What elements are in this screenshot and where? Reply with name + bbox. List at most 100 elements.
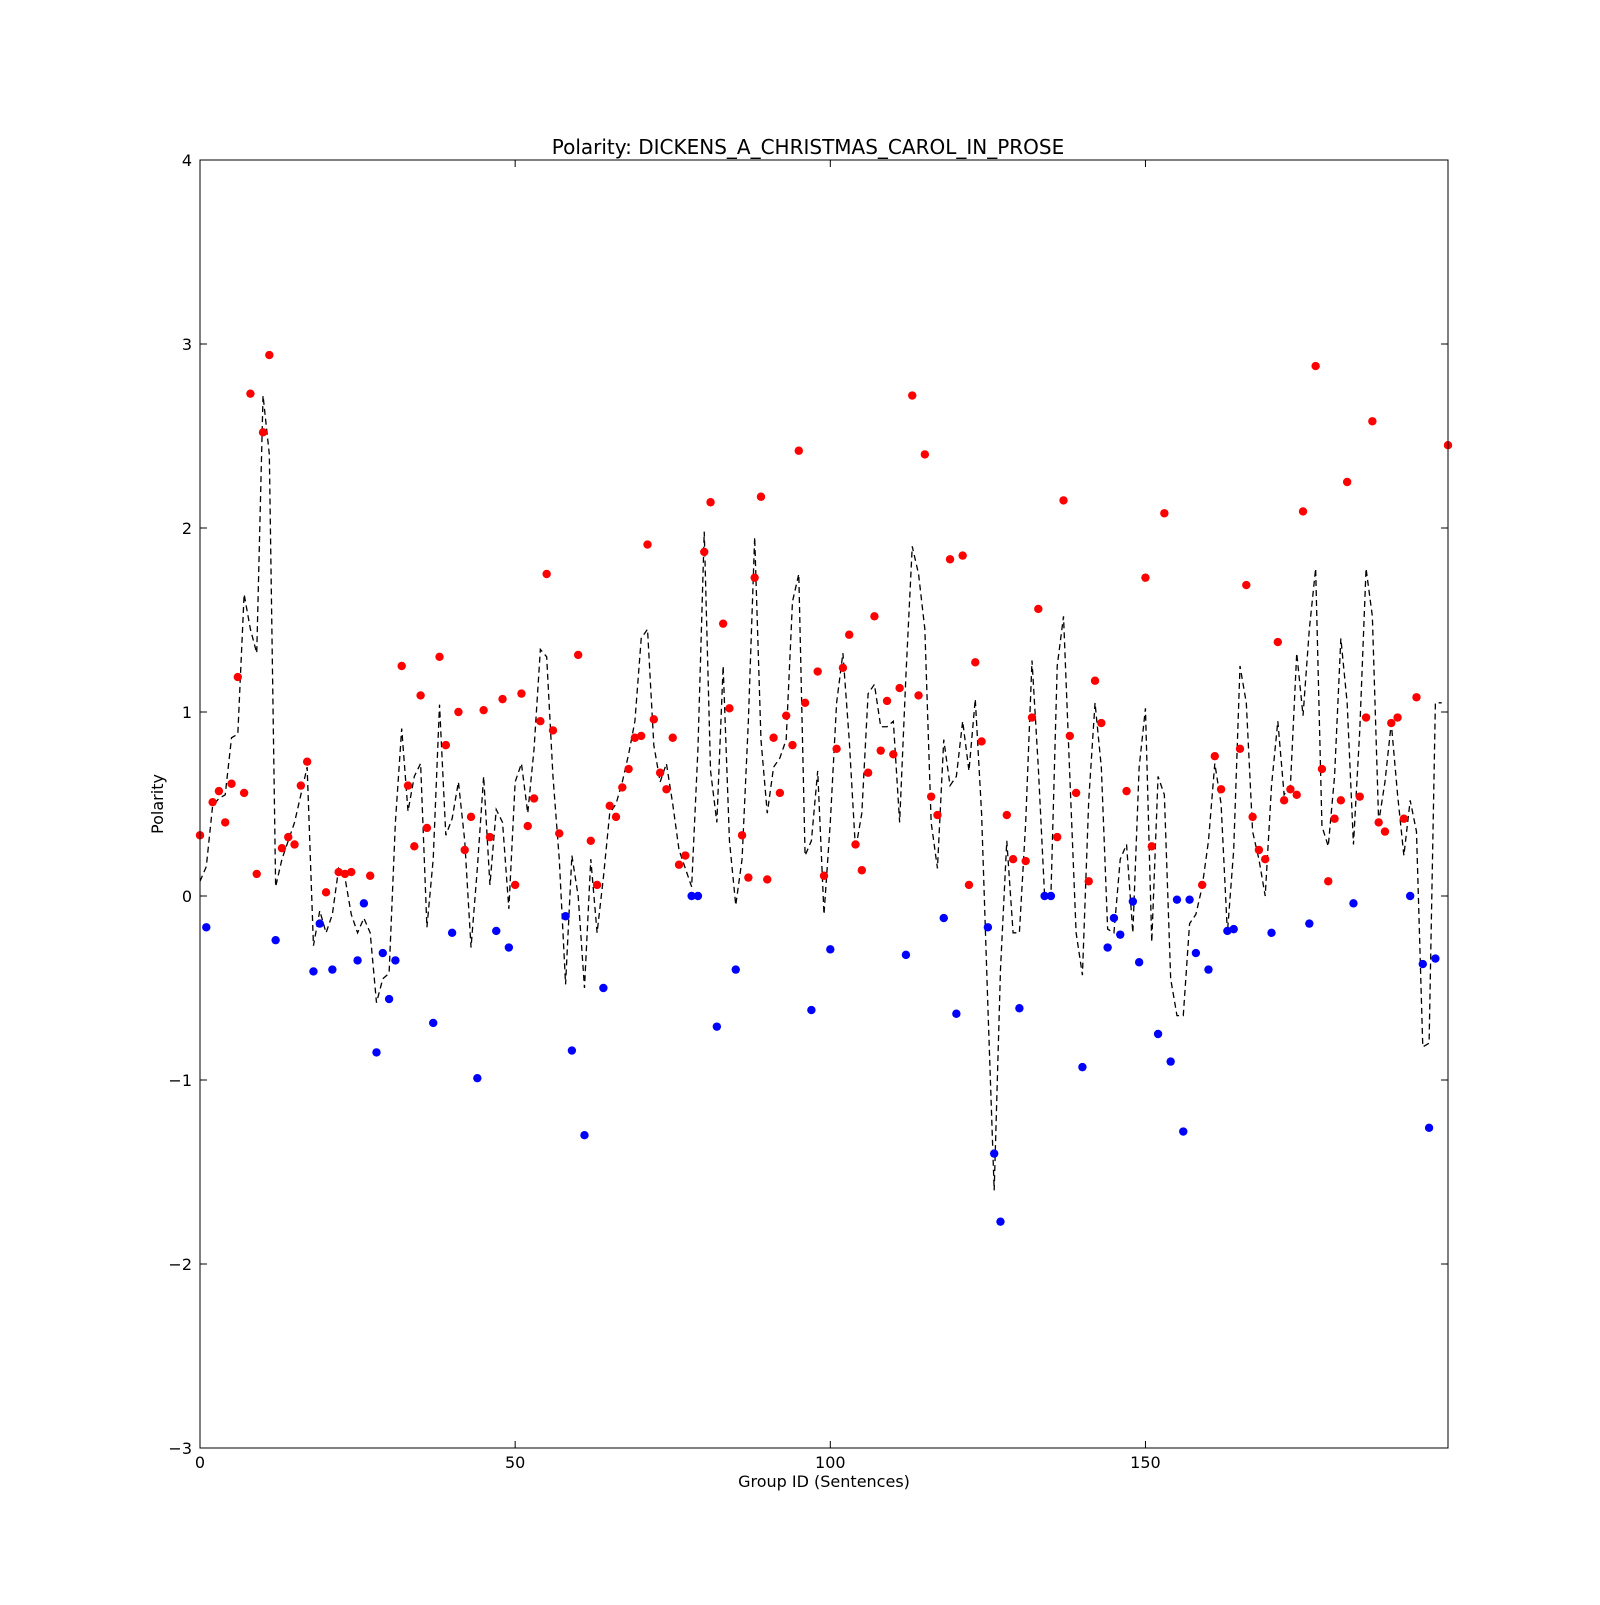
negative-polarity-point xyxy=(492,926,501,936)
positive-polarity-point xyxy=(1090,676,1100,685)
positive-polarity-point xyxy=(1292,790,1301,799)
positive-polarity-point xyxy=(290,840,299,849)
negative-polarity-point xyxy=(1267,928,1276,937)
smoothed-polarity-line xyxy=(199,395,1442,1191)
positive-polarity-point xyxy=(1210,751,1219,761)
negative-polarity-point xyxy=(384,994,394,1004)
negative-polarity-point xyxy=(1109,913,1119,923)
positive-polarity-point xyxy=(1053,832,1062,842)
negative-polarity-point xyxy=(1223,926,1232,936)
x-tick-label: 150 xyxy=(1130,1453,1161,1472)
positive-polarity-point xyxy=(1248,812,1257,822)
y-tick-label: −2 xyxy=(168,1255,192,1274)
positive-polarity-point xyxy=(340,869,350,879)
positive-polarity-point xyxy=(800,698,810,707)
positive-polarity-point xyxy=(1216,785,1226,794)
negative-polarity-point xyxy=(567,1046,577,1055)
positive-polarity-point xyxy=(1008,855,1018,864)
negative-polarity-point xyxy=(328,965,337,974)
smoothed-line-layer xyxy=(199,395,1442,1191)
positive-polarity-point xyxy=(1298,507,1308,516)
positive-polarity-point xyxy=(718,619,728,628)
negative-polarity-point xyxy=(807,1005,816,1015)
negative-polarity-point xyxy=(359,899,369,908)
positive-polarity-point xyxy=(958,551,967,560)
positive-polarity-point xyxy=(618,783,627,792)
positive-polarity-point xyxy=(302,757,312,766)
positive-polarity-point xyxy=(586,836,595,845)
negative-polarity-point xyxy=(1172,895,1182,904)
negative-polarity-point xyxy=(391,956,400,965)
positive-polarity-point xyxy=(1021,856,1030,866)
positive-polarity-point xyxy=(643,540,652,549)
positive-polarity-point xyxy=(334,867,343,877)
positive-polarity-point xyxy=(1368,417,1377,426)
positive-polarity-point xyxy=(882,696,892,706)
negative-polarity-point xyxy=(731,965,740,974)
negative-polarity-point xyxy=(1153,1029,1163,1039)
positive-polarity-point xyxy=(1273,637,1283,647)
positive-polarity-point xyxy=(649,715,659,724)
negative-polarity-point xyxy=(1185,895,1194,904)
positive-polarity-point xyxy=(284,832,293,842)
negative-polarity-point xyxy=(687,891,696,901)
positive-polarity-point xyxy=(857,866,867,875)
positive-polarity-point xyxy=(920,450,930,459)
positive-polarity-point xyxy=(1399,814,1409,823)
positive-polarity-point xyxy=(1374,818,1383,827)
negative-polarity-point xyxy=(599,983,608,993)
negative-polarity-point xyxy=(712,1022,722,1031)
x-tick-label: 50 xyxy=(505,1453,525,1472)
positive-polarity-point xyxy=(1311,361,1320,371)
positive-polarity-point xyxy=(1160,509,1169,518)
positive-polarity-point xyxy=(573,650,583,660)
negative-polarity-point xyxy=(826,945,835,954)
positive-polarity-point xyxy=(1147,842,1156,851)
positive-polarity-point xyxy=(1071,788,1081,798)
positive-polarity-point xyxy=(1317,764,1327,774)
positive-polarity-point xyxy=(964,880,974,890)
positive-polarity-point xyxy=(410,842,419,851)
positive-polarity-point xyxy=(214,786,224,796)
positive-polarity-point xyxy=(523,821,532,831)
positive-polarity-point xyxy=(1355,792,1364,801)
positive-polarity-point xyxy=(227,779,236,788)
positive-polarity-point xyxy=(1412,693,1421,702)
positive-polarity-point xyxy=(529,794,539,803)
positive-polarity-point xyxy=(510,880,520,890)
negative-polarity-point xyxy=(309,967,318,976)
positive-polarity-point xyxy=(441,740,451,750)
positive-polarity-point xyxy=(208,797,217,807)
positive-polarity-point xyxy=(1197,880,1207,890)
negative-polarity-point xyxy=(1229,924,1238,934)
positive-polarity-point xyxy=(845,630,854,639)
negative-polarity-point xyxy=(989,1149,999,1158)
negative-polarity-point xyxy=(1128,897,1138,906)
positive-polarity-point xyxy=(876,746,885,755)
positive-polarity-point xyxy=(1254,845,1264,855)
positive-polarity-point xyxy=(863,768,873,777)
positive-polarity-point xyxy=(611,812,621,822)
positive-polarity-point xyxy=(737,831,747,840)
positive-polarity-point xyxy=(624,764,633,774)
negative-polarity-point xyxy=(1134,958,1144,967)
negative-polarity-point xyxy=(504,943,514,952)
x-axis-label: Group ID (Sentences) xyxy=(738,1472,910,1491)
positive-polarity-point xyxy=(1342,477,1352,487)
y-tick-label: 0 xyxy=(182,887,192,906)
positive-polarity-point xyxy=(321,888,331,897)
positive-polarity-point xyxy=(542,569,551,579)
positive-polarity-point xyxy=(277,843,287,853)
plot-area xyxy=(195,350,1453,1226)
positive-polarity-point xyxy=(908,391,917,400)
positive-polarity-point xyxy=(838,663,848,673)
positive-polarity-point xyxy=(756,492,766,501)
positive-polarity-point xyxy=(233,672,243,682)
positive-polarity-point xyxy=(637,731,646,741)
positive-polarity-point xyxy=(536,717,545,726)
positive-polarity-point xyxy=(592,880,602,890)
positive-polarity-point xyxy=(347,867,356,877)
positive-polarity-point xyxy=(794,446,803,455)
negative-polarity-point xyxy=(693,891,703,901)
positive-polarity-point xyxy=(1027,713,1037,722)
